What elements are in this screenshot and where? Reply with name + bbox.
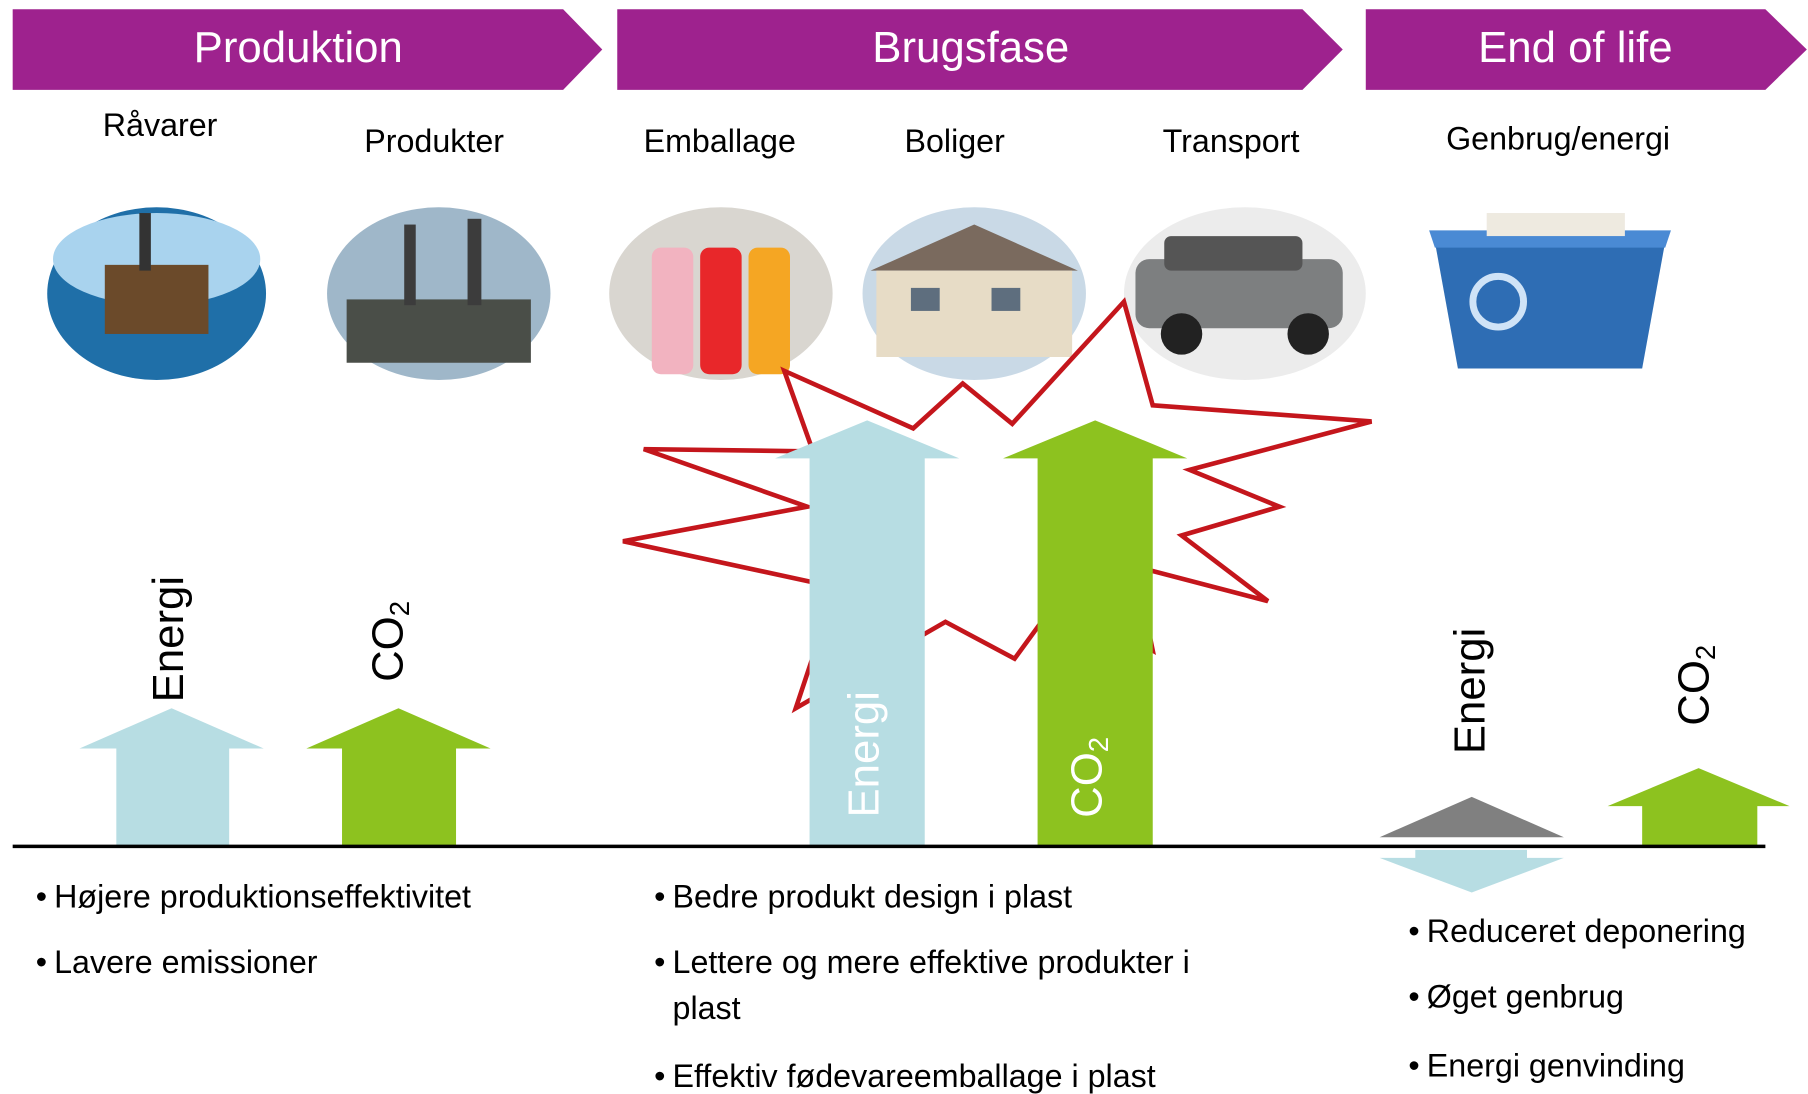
arrow-label-sub: 2 — [1690, 645, 1721, 660]
arrow-label: Energi — [144, 576, 193, 702]
bullet-dot: • — [36, 878, 47, 914]
bullet-text: Energi genvinding — [1427, 1048, 1685, 1084]
arrow-label-text: CO — [1669, 660, 1718, 726]
phase-header — [12, 9, 603, 90]
arrow-label-sub: 2 — [1083, 737, 1114, 752]
bullet-dot: • — [36, 944, 47, 980]
bullet-text: Lettere og mere effektive produkter i — [673, 944, 1190, 980]
bullet-text: plast — [673, 990, 741, 1026]
item-label: Boliger — [904, 123, 1005, 159]
arrow-label-text: CO — [1062, 752, 1111, 818]
co2-arrow — [306, 708, 491, 847]
picture-recycle-bin — [1429, 213, 1671, 369]
phase-header — [617, 9, 1343, 90]
energy-arrow — [775, 420, 960, 847]
energy-arrow-up — [1379, 796, 1564, 838]
bullets: • Højere produktionseffektivitet • Laver… — [36, 878, 1746, 1094]
bullet-text: Højere produktionseffektivitet — [54, 878, 471, 914]
item-label: Transport — [1163, 123, 1300, 159]
arrow-label: CO2 — [1669, 645, 1721, 726]
bullet-dot: • — [1408, 979, 1419, 1015]
picture-houses — [862, 207, 1086, 381]
bullet-dot: • — [1408, 1048, 1419, 1084]
co2-arrow — [1003, 420, 1188, 847]
phase-title: Brugsfase — [872, 23, 1069, 72]
item-label: Genbrug/energi — [1446, 121, 1670, 157]
picture-oil-rig — [47, 207, 267, 381]
arrow-label: Energi — [1445, 628, 1494, 754]
arrow-label: CO2 — [1062, 737, 1114, 818]
phase-header — [1365, 9, 1807, 90]
arrow-label-sub: 2 — [384, 601, 415, 616]
phase-title: Produktion — [194, 23, 403, 72]
item-label: Produkter — [364, 123, 504, 159]
energy-arrow-down — [1379, 849, 1564, 893]
item-label: Emballage — [644, 123, 796, 159]
phase-title: End of life — [1478, 23, 1673, 72]
energy-arrow — [79, 708, 264, 847]
bullet-dot: • — [654, 878, 665, 914]
bullet-text: Effektiv fødevareemballage i plast — [673, 1058, 1156, 1094]
bullet-text: Bedre produkt design i plast — [673, 878, 1073, 914]
bullet-text: Lavere emissioner — [54, 944, 318, 980]
bullet-text: Reduceret deponering — [1427, 913, 1746, 949]
bullet-text: Øget genbrug — [1427, 979, 1624, 1015]
bullet-dot: • — [1408, 913, 1419, 949]
arrow-label: CO2 — [363, 601, 415, 682]
item-label: Råvarer — [103, 107, 218, 143]
co2-arrow — [1607, 768, 1790, 847]
bullet-dot: • — [654, 1058, 665, 1094]
arrow-label: Energi — [840, 691, 889, 817]
picture-bottles — [609, 207, 833, 381]
picture-refinery — [327, 207, 551, 381]
arrow-label-text: CO — [363, 616, 412, 682]
picture-car — [1123, 207, 1366, 381]
bullet-dot: • — [654, 944, 665, 980]
